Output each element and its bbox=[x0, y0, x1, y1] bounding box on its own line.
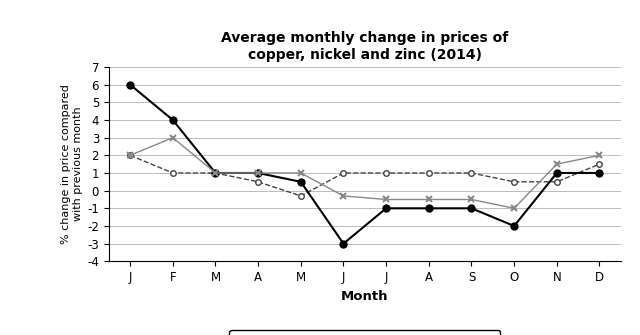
Y-axis label: % change in price compared
with previous month: % change in price compared with previous… bbox=[61, 84, 83, 244]
X-axis label: Month: Month bbox=[341, 289, 388, 303]
Title: Average monthly change in prices of
copper, nickel and zinc (2014): Average monthly change in prices of copp… bbox=[221, 31, 508, 62]
Legend: Copper, Nickel, Zinc: Copper, Nickel, Zinc bbox=[229, 330, 500, 335]
